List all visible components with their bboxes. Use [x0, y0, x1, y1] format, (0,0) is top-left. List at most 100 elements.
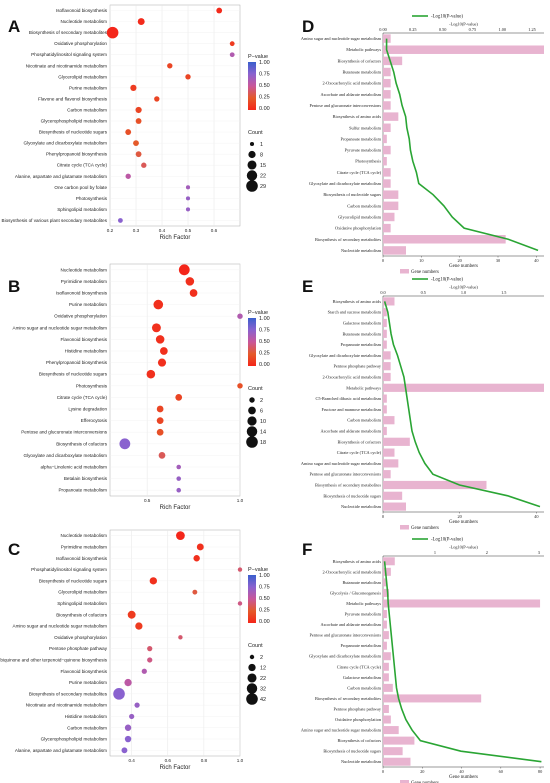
plot-area [109, 263, 241, 497]
category-label: Galactose metabolism [343, 675, 382, 680]
bubble-chart-b: B 0.5 1.0 Rich Factor Nucleotide metabolism P… [8, 263, 270, 511]
y-tick-label: Citrate cycle (TCA cycle) [57, 395, 108, 400]
x-axis-label: Gene numbers [449, 775, 478, 780]
y-tick-label: Purine metabolism [69, 680, 107, 685]
category-label: Pentose phosphate pathway [334, 364, 382, 369]
count-legend-swatch [248, 406, 256, 415]
y-tick-label: Glyoxylate and dicarboxylate metabolism [24, 141, 108, 146]
count-legend-label: 2 [260, 398, 263, 404]
y-tick-label: Oxidative phosphorylation [54, 635, 107, 640]
count-legend-swatch [246, 436, 258, 448]
category-label: Glycolysis / Gluconeogenesis [330, 590, 381, 595]
top-tick-label: 1 [434, 550, 436, 555]
category-label: Ascorbate and aldarate metabolism [321, 92, 382, 97]
x-tick-label: 0.8 [201, 758, 208, 763]
bottom-tick-label: 20 [420, 769, 424, 774]
panel-label: F [302, 540, 312, 559]
gene-bar [383, 246, 406, 255]
category-label: Galactose metabolism [343, 321, 382, 326]
category-label: Citrate cycle (TCA cycle) [337, 170, 382, 175]
gene-bar [383, 297, 395, 306]
gene-bar [383, 405, 387, 414]
category-label: Amino sugar and nucleotide sugar metabol… [301, 728, 382, 733]
x-tick-label: 0.2 [107, 228, 114, 233]
y-tick-label: Alanine, aspartate and glutamate metabol… [15, 174, 107, 179]
x-tick-label: 0.4 [159, 228, 166, 233]
gene-bar [383, 372, 391, 382]
gene-bar [383, 123, 391, 133]
gene-bar [383, 480, 487, 490]
pvalue-legend-tick: 0.00 [259, 619, 270, 625]
y-tick-label: Glycerolipid metabolism [58, 74, 107, 79]
count-legend-title: Count [248, 130, 263, 136]
count-legend-label: 42 [260, 697, 266, 703]
pvalue-line [383, 301, 541, 508]
bubble-point [156, 405, 164, 413]
top-tick-label: 2 [486, 550, 488, 555]
bottom-tick-label: 60 [499, 769, 503, 774]
count-legend-swatch [248, 150, 256, 159]
gene-bar [383, 437, 410, 446]
gene-bar [383, 736, 415, 745]
x-tick-label: 1.0 [237, 758, 244, 763]
category-label: Biosynthesis of cofactors [338, 58, 382, 63]
bubble-point [129, 713, 135, 720]
pvalue-colorbar [248, 318, 256, 366]
bubble-point [157, 358, 167, 367]
count-legend-label: 1 [260, 142, 263, 148]
count-legend-label: 12 [260, 666, 266, 672]
count-legend-swatch [248, 663, 256, 672]
gene-bar [383, 715, 391, 724]
gene-bar [383, 179, 391, 188]
pvalue-line [383, 561, 542, 763]
x-tick-label: 0.5 [144, 498, 151, 503]
category-label: Propanoate metabolism [341, 136, 382, 141]
panel-label: C [8, 540, 20, 559]
gene-bar [383, 34, 391, 43]
bubble-point [141, 162, 147, 168]
panel-label: E [302, 277, 313, 296]
count-legend-swatch [247, 673, 257, 683]
category-label: Pentose and glucuronate interconversions [310, 472, 382, 477]
y-tick-label: Propanoate metabolism [58, 488, 107, 493]
gene-bar [383, 704, 389, 713]
count-legend-label: 32 [260, 687, 266, 693]
top-tick-label: 0.0 [380, 290, 385, 295]
bubble-point [117, 218, 123, 223]
count-legend-label: 22 [260, 174, 266, 180]
pvalue-legend-tick: 0.75 [259, 72, 270, 78]
top-tick-label: 1.25 [528, 27, 536, 32]
y-tick-label: Nicotinate and nicotinamide metabolism [26, 63, 107, 68]
plot-area [109, 4, 241, 227]
bottom-tick-label: 80 [538, 769, 542, 774]
top-axis-label: -Log10(P-value) [449, 545, 478, 550]
pvalue-legend-tick: 0.50 [259, 339, 270, 345]
category-label: Ascorbate and aldarate metabolism [321, 429, 382, 434]
category-label: Pentose and glucuronate interconversions [310, 103, 382, 108]
top-tick-label: 0.50 [439, 27, 447, 32]
bubble-point [156, 428, 164, 436]
gene-bar [383, 168, 391, 177]
y-tick-label: Pentose phosphate pathway [49, 646, 108, 651]
bubble-point [178, 264, 190, 276]
y-tick-label: Betalain biosynthesis [64, 476, 108, 481]
gene-bar [383, 351, 391, 360]
category-label: Propanoate metabolism [341, 342, 382, 347]
bottom-tick-label: 10 [419, 258, 423, 263]
y-tick-label: Oxidative phosphorylation [54, 314, 107, 319]
pvalue-legend-tick: 0.25 [259, 351, 270, 357]
category-label: Pyruvate metabolism [345, 148, 382, 153]
pvalue-legend-tick: 0.25 [259, 608, 270, 614]
gene-bar [383, 67, 391, 77]
gene-bar [383, 662, 389, 671]
category-label: Sulfur metabolism [349, 125, 382, 130]
count-legend-swatch [246, 180, 258, 192]
bubble-point [135, 118, 142, 124]
bubble-point [193, 555, 200, 562]
gene-bar [383, 90, 391, 99]
category-label: Citrate cycle (TCA cycle) [337, 664, 382, 669]
category-label: Oxidative phosphorylation [335, 226, 382, 231]
x-tick-label: 0.4 [128, 758, 135, 763]
y-tick-label: Pentose and glucuronate interconversions [21, 430, 108, 435]
bubble-point [237, 313, 243, 319]
